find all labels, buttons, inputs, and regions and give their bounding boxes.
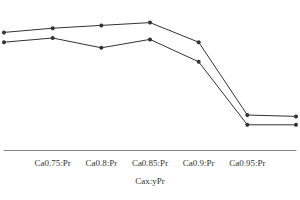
svg-text:Ca0.85:Pr: Ca0.85:Pr — [132, 158, 168, 168]
svg-text:Ca0.9:Pr: Ca0.9:Pr — [183, 158, 215, 168]
svg-text:Ca0.75:Pr: Ca0.75:Pr — [35, 158, 71, 168]
svg-text:Ca0.95:Pr: Ca0.95:Pr — [229, 158, 265, 168]
svg-text:Cax:yPr: Cax:yPr — [135, 176, 165, 186]
svg-text:Ca0.8:Pr: Ca0.8:Pr — [85, 158, 117, 168]
